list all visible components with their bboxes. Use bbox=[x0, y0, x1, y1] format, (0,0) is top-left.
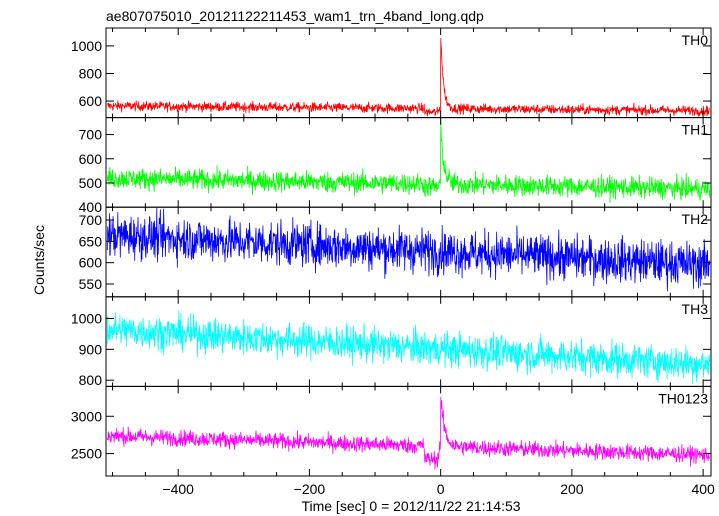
y-tick-label: 600 bbox=[79, 151, 103, 167]
y-axis-label: Counts/sec bbox=[31, 225, 47, 295]
y-tick-label: 500 bbox=[79, 175, 103, 191]
y-tick-label: 800 bbox=[79, 65, 103, 81]
y-tick-label: 1000 bbox=[71, 38, 102, 54]
series-th0 bbox=[106, 38, 710, 117]
y-tick-label: 800 bbox=[79, 372, 103, 388]
x-tick-label: 400 bbox=[691, 481, 715, 497]
panel-frame bbox=[105, 27, 712, 119]
panel-label-th2: TH2 bbox=[682, 211, 709, 227]
series-th1 bbox=[106, 117, 711, 204]
y-tick-label: 550 bbox=[79, 276, 103, 292]
y-tick-label: 600 bbox=[79, 255, 103, 271]
y-tick-label: 700 bbox=[79, 212, 103, 228]
y-tick-label: 400 bbox=[79, 199, 103, 215]
panel-label-th1: TH1 bbox=[682, 122, 709, 138]
y-tick-label: 3000 bbox=[71, 408, 102, 424]
x-axis-label: Time [sec] 0 = 2012/11/22 21:14:53 bbox=[301, 498, 520, 514]
panel-th0: 600 800 1000 TH0 bbox=[71, 27, 712, 119]
panel-th3: 800 900 1000 TH3 bbox=[71, 296, 712, 388]
y-tick-label: 650 bbox=[79, 233, 103, 249]
y-tick-label: 900 bbox=[79, 341, 103, 357]
y-tick-label: 600 bbox=[79, 93, 103, 109]
panel-th0123: 2500 3000 TH0123 bbox=[71, 385, 712, 477]
y-tick-label: 2500 bbox=[71, 446, 102, 462]
x-tick-label: 200 bbox=[560, 481, 584, 497]
chart-title: ae807075010_20121122211453_wam1_trn_4ban… bbox=[106, 8, 484, 24]
series-th2 bbox=[106, 207, 711, 292]
x-tick-label: −400 bbox=[162, 481, 194, 497]
x-tick-label: −200 bbox=[294, 481, 326, 497]
panel-frame bbox=[105, 385, 712, 477]
x-tick-label: 0 bbox=[437, 481, 445, 497]
series-th3 bbox=[106, 310, 711, 385]
panel-th1: 400 500 600 700 TH1 bbox=[79, 117, 712, 215]
series-th0123 bbox=[106, 396, 710, 470]
panel-frame bbox=[105, 117, 712, 208]
chart-panels: 600 800 1000 TH0 400 500 600 700 TH1 550 600 650 700… bbox=[71, 27, 712, 477]
panel-th2: 550 600 650 700 TH2 bbox=[79, 206, 712, 298]
panel-label-th3: TH3 bbox=[682, 301, 709, 317]
y-tick-label: 700 bbox=[79, 127, 103, 143]
panel-label-th0: TH0 bbox=[682, 32, 709, 48]
panel-label-th0123: TH0123 bbox=[658, 390, 708, 406]
y-tick-label: 1000 bbox=[71, 310, 102, 326]
x-tick-labels: −400 −200 0 200 400 bbox=[162, 481, 715, 497]
